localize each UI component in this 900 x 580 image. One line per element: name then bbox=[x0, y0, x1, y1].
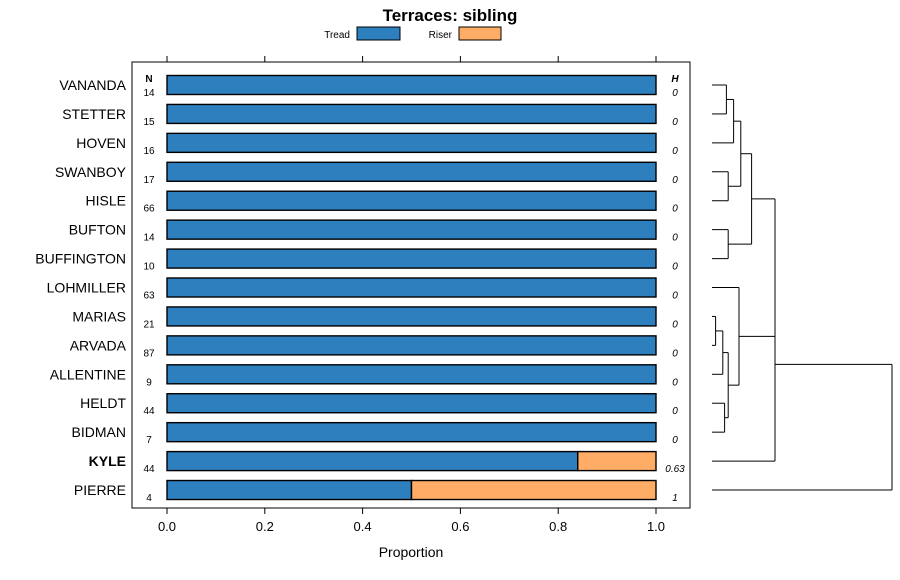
bar-segment-tread bbox=[166, 479, 413, 501]
h-value: 0 bbox=[672, 117, 678, 128]
n-value: 17 bbox=[143, 175, 155, 186]
category-label: LOHMILLER bbox=[47, 280, 126, 296]
row-buffington: BUFFINGTON 10 0 bbox=[35, 248, 678, 273]
bar-segment-tread bbox=[166, 450, 579, 472]
category-label: HOVEN bbox=[76, 135, 126, 151]
bar-segment-riser bbox=[410, 479, 657, 501]
row-kyle: KYLE 44 0.63 bbox=[89, 450, 685, 475]
row-arvada: ARVADA 87 0 bbox=[70, 335, 678, 359]
h-value: 0.63 bbox=[665, 464, 685, 475]
h-value: 0 bbox=[672, 319, 678, 330]
legend-swatch-tread bbox=[356, 26, 401, 41]
bar-segment-tread bbox=[166, 190, 657, 211]
n-value: 44 bbox=[143, 464, 155, 475]
category-label: VANANDA bbox=[59, 77, 126, 93]
category-label: BIDMAN bbox=[72, 424, 126, 440]
h-value: 0 bbox=[672, 233, 678, 244]
h-value: 0 bbox=[672, 262, 678, 273]
x-axis: 0.0 0.2 0.4 0.6 0.8 1.0 bbox=[158, 508, 665, 534]
category-label: KYLE bbox=[89, 453, 126, 469]
h-value: 0 bbox=[672, 175, 678, 186]
legend: Tread Riser bbox=[324, 26, 502, 41]
chart-title: Terraces: sibling bbox=[383, 6, 518, 25]
n-value: 14 bbox=[143, 233, 155, 244]
h-value: 0 bbox=[672, 406, 678, 417]
row-hisle: HISLE 66 0 bbox=[86, 190, 678, 215]
row-vananda: VANANDA 14 0 bbox=[59, 74, 678, 99]
bar-segment-riser bbox=[577, 450, 657, 472]
n-value: 7 bbox=[146, 435, 152, 446]
category-label: HISLE bbox=[86, 193, 126, 209]
category-label: STETTER bbox=[62, 106, 126, 122]
row-allentine: ALLENTINE 9 0 bbox=[50, 364, 678, 388]
bar-segment-tread bbox=[166, 74, 657, 96]
row-hoven: HOVEN 16 0 bbox=[76, 132, 678, 157]
n-value: 16 bbox=[143, 146, 155, 157]
h-value: 0 bbox=[672, 146, 678, 157]
bar-segment-tread bbox=[166, 306, 657, 327]
row-marias: MARIAS 21 0 bbox=[72, 306, 678, 330]
x-axis-label: Proportion bbox=[379, 544, 444, 560]
x-tick-label: 0.2 bbox=[256, 519, 274, 534]
h-value: 0 bbox=[672, 377, 678, 388]
legend-swatch-riser bbox=[458, 26, 502, 41]
category-label: BUFFINGTON bbox=[35, 251, 126, 267]
legend-label-riser: Riser bbox=[429, 30, 453, 41]
h-value: 0 bbox=[672, 204, 678, 215]
bar-segment-tread bbox=[166, 103, 657, 125]
category-label: MARIAS bbox=[72, 308, 126, 324]
category-label: BUFTON bbox=[69, 222, 126, 238]
x-tick-label: 0.6 bbox=[451, 519, 469, 534]
category-label: ARVADA bbox=[70, 337, 127, 353]
x-tick-label: 0.0 bbox=[158, 519, 176, 534]
legend-label-tread: Tread bbox=[324, 30, 350, 41]
n-value: 10 bbox=[143, 262, 155, 273]
n-header: N bbox=[145, 74, 152, 85]
category-label: PIERRE bbox=[74, 482, 126, 498]
bar-segment-tread bbox=[166, 335, 657, 356]
top-axis-ticks bbox=[166, 56, 657, 62]
x-tick-label: 1.0 bbox=[647, 519, 665, 534]
n-value: 9 bbox=[146, 377, 152, 388]
bar-segment-tread bbox=[166, 132, 657, 154]
row-lohmiller: LOHMILLER 63 0 bbox=[47, 277, 678, 302]
h-value: 0 bbox=[672, 348, 678, 359]
h-value: 0 bbox=[672, 291, 678, 302]
n-value: 21 bbox=[143, 319, 155, 330]
plot-frame bbox=[131, 61, 691, 509]
n-value: 44 bbox=[143, 406, 155, 417]
h-value: 1 bbox=[672, 493, 678, 504]
h-header: H bbox=[671, 74, 679, 85]
n-value: 63 bbox=[143, 291, 155, 302]
row-swanboy: SWANBOY 17 0 bbox=[55, 161, 678, 186]
bar-segment-tread bbox=[166, 364, 657, 385]
bar-segment-tread bbox=[166, 277, 657, 298]
row-heldt: HELDT 44 0 bbox=[80, 393, 678, 417]
bar-segment-tread bbox=[166, 161, 657, 182]
row-stetter: STETTER 15 0 bbox=[62, 103, 678, 128]
n-value: 15 bbox=[143, 117, 155, 128]
bar-segment-tread bbox=[166, 421, 657, 443]
n-value: 14 bbox=[143, 88, 155, 99]
row-bidman: BIDMAN 7 0 bbox=[72, 421, 678, 446]
row-bufton: BUFTON 14 0 bbox=[69, 219, 678, 244]
category-label: HELDT bbox=[80, 395, 126, 411]
category-label: ALLENTINE bbox=[50, 366, 126, 382]
x-tick-label: 0.4 bbox=[354, 519, 372, 534]
x-tick-label: 0.8 bbox=[549, 519, 567, 534]
h-value: 0 bbox=[672, 435, 678, 446]
h-value: 0 bbox=[672, 88, 678, 99]
n-value: 87 bbox=[143, 348, 155, 359]
bar-segment-tread bbox=[166, 248, 657, 269]
category-label: SWANBOY bbox=[55, 164, 127, 180]
bar-segment-tread bbox=[166, 219, 657, 240]
dendrogram bbox=[712, 84, 893, 491]
n-value: 66 bbox=[143, 204, 155, 215]
bar-segment-tread bbox=[166, 393, 657, 414]
row-pierre: PIERRE 4 1 bbox=[74, 479, 678, 504]
n-value: 4 bbox=[146, 493, 152, 504]
